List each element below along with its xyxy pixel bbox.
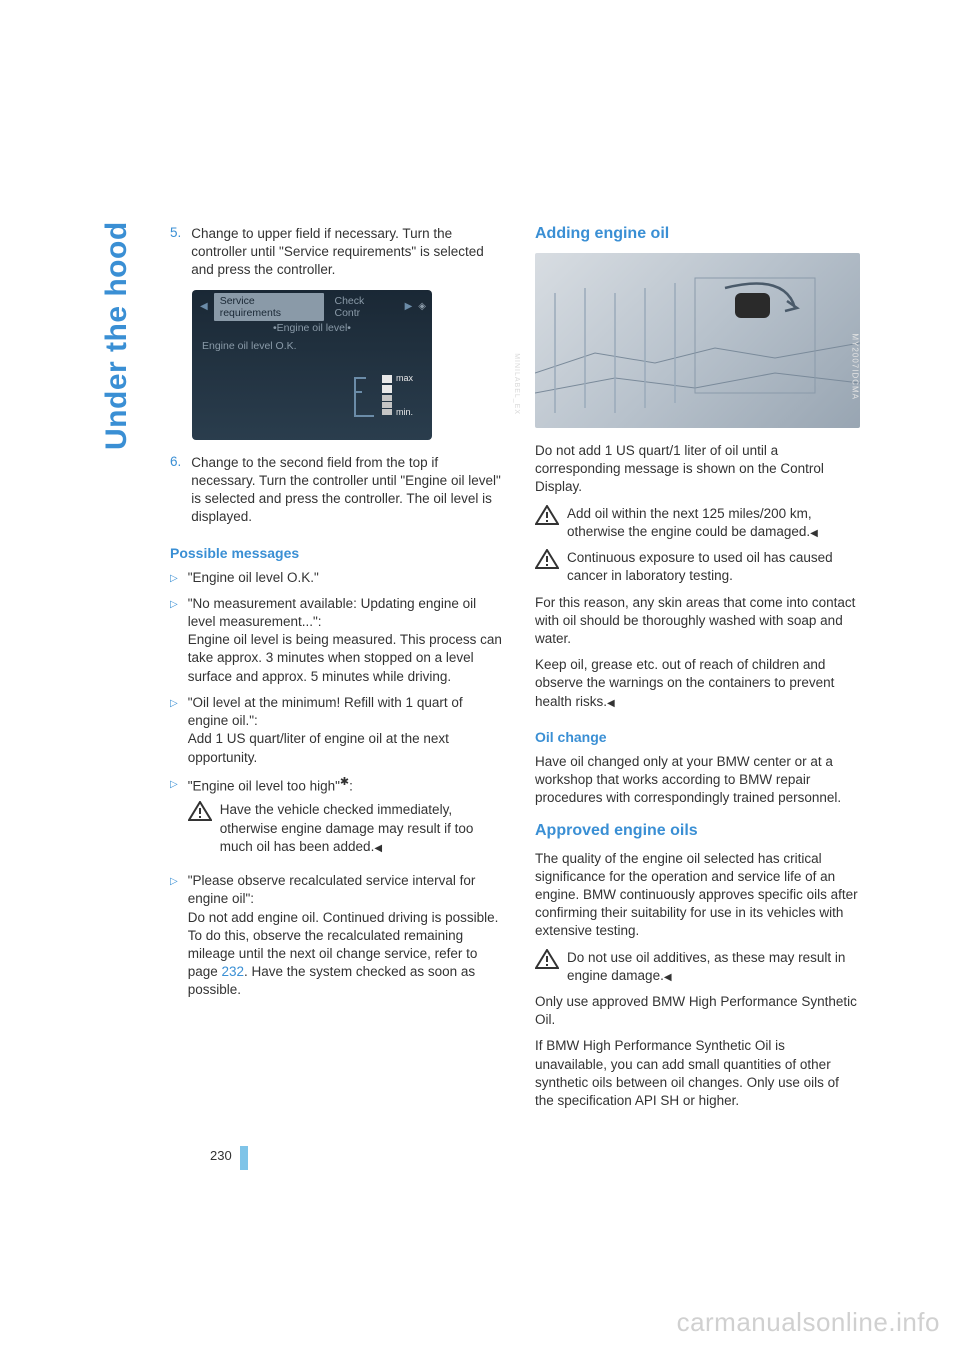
idrive-display: ◀ Service requirements Check Contr ▶ ◈ •… [192,290,432,440]
step-text: Change to upper field if necessary. Turn… [191,225,505,280]
oil-cap-icon [735,293,770,318]
paragraph: Only use approved BMW High Performance S… [535,993,860,1029]
step-number: 5. [170,225,181,280]
oil-gauge: max min. [324,367,424,432]
bullet-marker-icon: ▷ [170,778,178,864]
warning-continue: For this reason, any skin areas that com… [535,594,860,649]
step-number: 6. [170,454,181,527]
bullet-item: ▷ "No measurement available: Updating en… [170,595,505,686]
arrow-right-icon: ▶ [403,301,415,312]
display-status: Engine oil level O.K. [198,338,426,354]
gauge-bar [382,375,392,417]
bullet-marker-icon: ▷ [170,697,178,767]
paragraph: Do not add 1 US quart/1 liter of oil unt… [535,442,860,497]
page-bar-icon [240,1146,248,1170]
bullet-item: ▷ "Please observe recalculated service i… [170,872,505,1000]
bullet-marker-icon: ▷ [170,598,178,686]
bullet-marker-icon: ▷ [170,875,178,1000]
side-code: MINILABEL_EX [513,353,520,415]
bullet-text-post: : [349,778,353,793]
bullet-text: "Please observe recalculated service int… [188,872,505,1000]
page-link[interactable]: 232 [222,964,245,979]
left-column: 5. Change to upper field if necessary. T… [170,225,505,1118]
gauge-max-label: max [396,373,413,383]
end-marker-icon: ◀ [810,528,818,539]
step-5: 5. Change to upper field if necessary. T… [170,225,505,280]
bullet-text: "Engine oil level too high"✱: Have the v… [188,775,505,864]
warning-text: Add oil within the next 125 miles/200 km… [567,505,860,541]
asterisk-icon: ✱ [340,776,349,788]
display-tab-inactive: Check Contr [328,293,398,321]
warning-block: Do not use oil additives, as these may r… [535,949,860,985]
warning-continue: Keep oil, grease etc. out of reach of ch… [535,656,860,711]
gauge-min-label: min. [396,407,413,417]
bullet-item: ▷ "Oil level at the minimum! Refill with… [170,694,505,767]
warning-block: Continuous exposure to used oil has caus… [535,549,860,585]
heading-adding-oil: Adding engine oil [535,225,860,243]
section-title-vertical: Under the hood [100,221,134,450]
bullet-item: ▷ "Engine oil level O.K." [170,569,505,587]
paragraph: Have oil changed only at your BMW center… [535,753,860,808]
heading-oil-change: Oil change [535,729,860,745]
warning-icon [535,949,559,985]
display-submenu: •Engine oil level• [198,322,426,334]
heading-approved-oils: Approved engine oils [535,822,860,840]
warning-text: Continuous exposure to used oil has caus… [567,549,860,585]
right-column: Adding engine oil Do not add 1 US quart/… [535,225,860,1118]
bullet-item: ▷ "Engine oil level too high"✱: Have the… [170,775,505,864]
step-text: Change to the second field from the top … [191,454,505,527]
gauge-bracket-icon [354,377,374,417]
step-6: 6. Change to the second field from the t… [170,454,505,527]
display-tab-active: Service requirements [214,293,325,321]
bullet-text: "No measurement available: Updating engi… [188,595,505,686]
warning-icon [535,549,559,585]
bullet-text: "Engine oil level O.K." [188,569,505,587]
paragraph: If BMW High Performance Synthetic Oil is… [535,1037,860,1110]
warning-text: Have the vehicle checked immediately, ot… [220,801,505,856]
warning-block: Add oil within the next 125 miles/200 km… [535,505,860,541]
heading-possible-messages: Possible messages [170,545,505,561]
page-number: 230 [210,1148,232,1163]
bullet-text: "Oil level at the minimum! Refill with 1… [188,694,505,767]
bullet-text-pre: "Engine oil level too high" [188,778,340,793]
arrow-left-icon: ◀ [198,301,210,312]
end-marker-icon: ◀ [607,698,615,709]
watermark: carmanualsonline.info [677,1307,940,1338]
side-code: MY2007IDCMA [851,333,860,400]
engine-svg [535,253,860,428]
warning-text: Do not use oil additives, as these may r… [567,949,860,985]
paragraph: The quality of the engine oil selected h… [535,850,860,941]
engine-illustration [535,253,860,428]
end-marker-icon: ◀ [374,843,382,854]
display-tabs: ◀ Service requirements Check Contr ▶ ◈ [198,296,426,318]
dot-icon: ◈ [418,301,426,312]
warning-icon [188,801,212,856]
bullet-marker-icon: ▷ [170,572,178,587]
warning-icon [535,505,559,541]
end-marker-icon: ◀ [664,972,672,983]
